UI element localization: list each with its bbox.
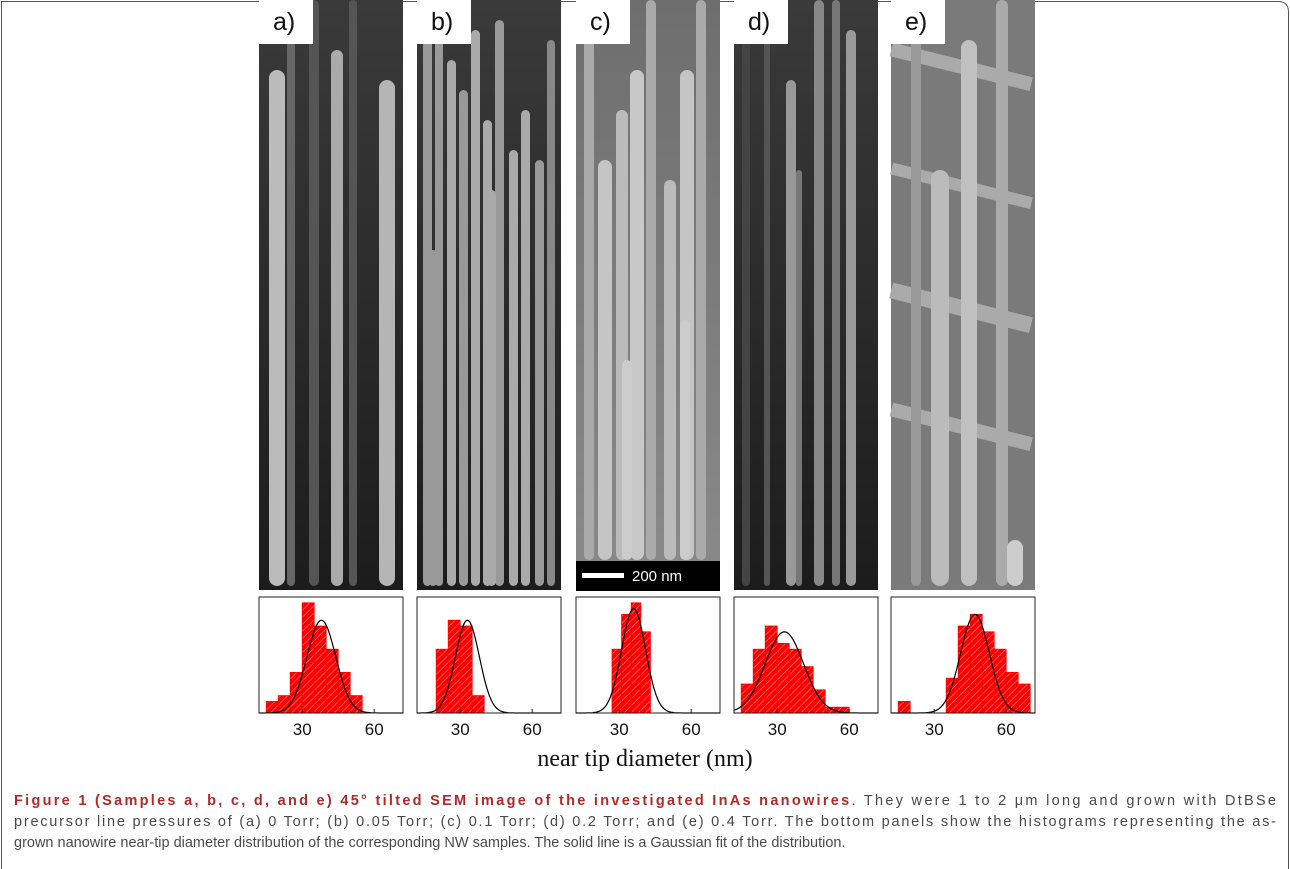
histogram-bar: [1006, 672, 1018, 713]
histogram-bar: [278, 696, 290, 713]
nanowire: [630, 70, 644, 560]
nanowire: [459, 90, 468, 586]
panel: c) 200 nm: [576, 0, 720, 591]
histogram-bar: [970, 614, 982, 713]
nanowire: [622, 360, 632, 560]
panel-label: c): [590, 8, 611, 36]
nanowire: [269, 70, 285, 586]
histogram-bar: [994, 649, 1006, 713]
caption-line: Figure 1 (Samples a, b, c, d, and e) 45°…: [14, 793, 1276, 809]
nanowire: [931, 170, 949, 586]
nanowire: [832, 0, 840, 586]
x-tick-label: 60: [840, 720, 859, 739]
histogram-bar: [1018, 684, 1030, 713]
nanowire: [471, 30, 480, 586]
x-tick-label: 30: [925, 720, 944, 739]
caption-line: grown nanowire near-tip diameter distrib…: [14, 835, 845, 851]
nanowire: [429, 250, 437, 586]
nanowire: [764, 0, 770, 586]
nanowire: [287, 0, 295, 586]
nanowire: [680, 320, 690, 560]
nanowire: [509, 150, 518, 586]
histogram-bar: [448, 620, 460, 713]
x-tick-label: 30: [451, 720, 470, 739]
nanowire: [696, 0, 706, 560]
nanowire: [961, 40, 977, 586]
nanowire: [495, 20, 504, 586]
x-axis-label: near tip diameter (nm): [537, 746, 752, 772]
nanowire: [911, 0, 921, 586]
x-tick-label: 60: [997, 720, 1016, 739]
nanowire: [796, 170, 802, 586]
histogram-bar: [777, 643, 789, 713]
histogram-bar: [302, 603, 314, 713]
panel: b): [417, 0, 561, 590]
nanowire: [331, 50, 343, 586]
nanowire: [1007, 540, 1023, 586]
caption-line: precursor line pressures of (a) 0 Torr; …: [14, 814, 1276, 830]
histogram-bar: [982, 632, 994, 713]
caption-text: . They were 1 to 2 μm long and grown wit…: [851, 793, 1276, 809]
figure: a) b) c) 200 nm d) e) 30 60 30 60 30 60 30 60 30 60 nea…: [0, 0, 1290, 869]
nanowire: [742, 0, 750, 586]
nanowire: [814, 0, 824, 586]
histogram-bar: [338, 672, 350, 713]
nanowire: [447, 60, 456, 586]
nanowire: [786, 80, 796, 586]
scale-bar: [582, 573, 624, 578]
nanowire: [349, 0, 357, 586]
panel: d): [734, 0, 878, 590]
histogram-bar: [789, 649, 801, 713]
nanowire: [379, 80, 395, 586]
histogram-bar: [898, 701, 910, 713]
nanowire: [996, 0, 1008, 586]
histogram-bar: [813, 690, 825, 713]
histogram-bar: [460, 626, 472, 713]
panel-label: d): [748, 8, 770, 36]
nanowire: [584, 0, 594, 560]
x-tick-label: 30: [293, 720, 312, 739]
x-tick-label: 60: [682, 720, 701, 739]
panel: e): [889, 0, 1035, 590]
histogram-bar: [472, 696, 484, 713]
caption-title: Figure 1 (Samples a, b, c, d, and e) 45°…: [14, 793, 849, 809]
panel: a): [259, 0, 403, 590]
x-tick-label: 60: [523, 720, 542, 739]
panel-label: b): [431, 8, 453, 36]
histogram-bar: [741, 684, 753, 713]
panel-label: a): [273, 8, 295, 36]
panel-label: e): [905, 8, 927, 36]
nanowire: [521, 110, 530, 586]
sem-image: [734, 0, 878, 590]
histogram-bar: [641, 632, 651, 713]
nanowire: [646, 0, 656, 560]
nanowire: [547, 40, 555, 586]
nanowire: [487, 190, 496, 586]
histogram-bar: [753, 649, 765, 713]
histogram-bar: [266, 701, 278, 713]
scale-bar-label: 200 nm: [632, 568, 682, 585]
histogram-bar: [622, 614, 632, 713]
x-tick-label: 30: [610, 720, 629, 739]
histogram-bar: [314, 626, 326, 713]
nanowire: [598, 160, 612, 560]
x-tick-label: 60: [365, 720, 384, 739]
nanowire: [846, 30, 856, 586]
nanowire: [664, 180, 676, 560]
nanowire: [309, 0, 319, 586]
x-tick-label: 30: [768, 720, 787, 739]
nanowire: [535, 160, 544, 586]
